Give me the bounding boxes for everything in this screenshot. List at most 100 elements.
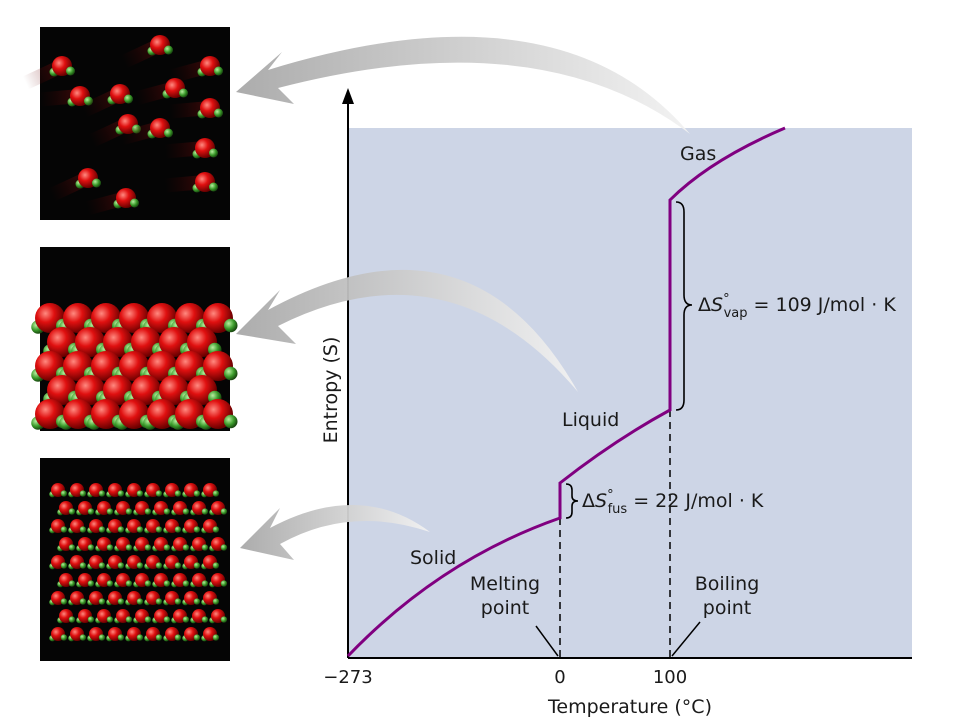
melting-point-label-line1: Melting xyxy=(470,573,540,595)
plot-background xyxy=(348,128,912,658)
x-tick-label: 0 xyxy=(554,667,565,688)
melting-point-pointer xyxy=(535,625,559,657)
hydrogen-atom xyxy=(125,580,133,587)
hydrogen-atom xyxy=(214,108,223,118)
entropy-curve xyxy=(346,126,786,658)
hydrogen-atom xyxy=(87,580,95,587)
hydrogen-atom xyxy=(144,544,152,551)
hydrogen-atom xyxy=(174,490,182,497)
fusion-brace xyxy=(565,483,579,519)
hydrogen-atom xyxy=(224,318,238,333)
y-axis-label: Entropy (S) xyxy=(320,337,342,444)
hydrogen-atom xyxy=(136,562,144,569)
hydrogen-atom xyxy=(212,562,220,569)
hydrogen-atom xyxy=(201,544,209,551)
hydrogen-atom xyxy=(220,508,228,515)
melting-point-label-line2: point xyxy=(481,597,529,619)
hydrogen-atom xyxy=(220,616,228,623)
liquid-arrow xyxy=(236,269,578,392)
hydrogen-atom xyxy=(68,616,76,623)
solid-arrow xyxy=(240,504,430,560)
hydrogen-atom xyxy=(182,544,190,551)
vaporization-brace xyxy=(675,201,693,411)
hydrogen-atom xyxy=(163,508,171,515)
hydrogen-atom xyxy=(136,526,144,533)
hydrogen-atom xyxy=(79,598,87,605)
hydrogen-atom xyxy=(98,562,106,569)
hydrogen-atom xyxy=(79,634,87,641)
hydrogen-atom xyxy=(163,544,171,551)
hydrogen-atom xyxy=(212,526,220,533)
hydrogen-atom xyxy=(163,616,171,623)
hydrogen-atom xyxy=(98,598,106,605)
liquid-molecules-panel xyxy=(31,247,238,431)
hydrogen-atom xyxy=(136,634,144,641)
hydrogen-atom xyxy=(106,616,114,623)
x-tick-label: 100 xyxy=(653,667,687,688)
hydrogen-atom xyxy=(117,490,125,497)
boiling-point-label-line1: Boiling xyxy=(695,573,760,595)
hydrogen-atom xyxy=(144,508,152,515)
hydrogen-atom xyxy=(130,198,139,208)
hydrogen-atom xyxy=(212,490,220,497)
hydrogen-atom xyxy=(60,598,68,605)
hydrogen-atom xyxy=(224,366,238,381)
hydrogen-atom xyxy=(98,634,106,641)
hydrogen-atom xyxy=(87,508,95,515)
hydrogen-atom xyxy=(201,580,209,587)
hydrogen-atom xyxy=(182,508,190,515)
gas-label: Gas xyxy=(680,143,716,165)
hydrogen-atom xyxy=(224,414,238,429)
hydrogen-atom xyxy=(193,634,201,641)
boiling-point-pointer xyxy=(671,621,701,657)
hydrogen-atom xyxy=(182,580,190,587)
hydrogen-atom xyxy=(155,526,163,533)
hydrogen-atom xyxy=(136,490,144,497)
hydrogen-atom xyxy=(155,490,163,497)
hydrogen-atom xyxy=(212,634,220,641)
hydrogen-atom xyxy=(124,94,133,104)
hydrogen-atom xyxy=(201,508,209,515)
hydrogen-atom xyxy=(125,508,133,515)
liquid-label: Liquid xyxy=(562,409,619,431)
hydrogen-atom xyxy=(79,526,87,533)
hydrogen-atom xyxy=(179,88,188,98)
hydrogen-atom xyxy=(68,508,76,515)
hydrogen-atom xyxy=(214,66,223,76)
hydrogen-atom xyxy=(144,580,152,587)
hydrogen-atom xyxy=(98,526,106,533)
hydrogen-atom xyxy=(87,544,95,551)
hydrogen-atom xyxy=(164,45,173,55)
hydrogen-atom xyxy=(106,508,114,515)
hydrogen-atom xyxy=(212,598,220,605)
hydrogen-atom xyxy=(193,562,201,569)
gas-molecules-panel xyxy=(22,27,230,220)
hydrogen-atom xyxy=(68,544,76,551)
hydrogen-atom xyxy=(92,178,101,188)
hydrogen-atom xyxy=(220,580,228,587)
hydrogen-atom xyxy=(220,544,228,551)
y-axis-arrowhead xyxy=(342,88,354,104)
hydrogen-atom xyxy=(117,562,125,569)
solid-label: Solid xyxy=(410,547,456,569)
hydrogen-atom xyxy=(193,526,201,533)
hydrogen-atom xyxy=(209,148,218,158)
hydrogen-atom xyxy=(60,490,68,497)
hydrogen-atom xyxy=(155,562,163,569)
hydrogen-atom xyxy=(174,562,182,569)
hydrogen-atom xyxy=(174,634,182,641)
hydrogen-atom xyxy=(209,182,218,192)
hydrogen-atom xyxy=(106,544,114,551)
hydrogen-atom xyxy=(155,598,163,605)
hydrogen-atom xyxy=(117,598,125,605)
hydrogen-atom xyxy=(193,490,201,497)
hydrogen-atom xyxy=(60,562,68,569)
hydrogen-atom xyxy=(155,634,163,641)
hydrogen-atom xyxy=(79,562,87,569)
hydrogen-atom xyxy=(117,634,125,641)
hydrogen-atom xyxy=(125,544,133,551)
hydrogen-atom xyxy=(117,526,125,533)
hydrogen-atom xyxy=(98,490,106,497)
gas-arrow xyxy=(236,36,690,134)
